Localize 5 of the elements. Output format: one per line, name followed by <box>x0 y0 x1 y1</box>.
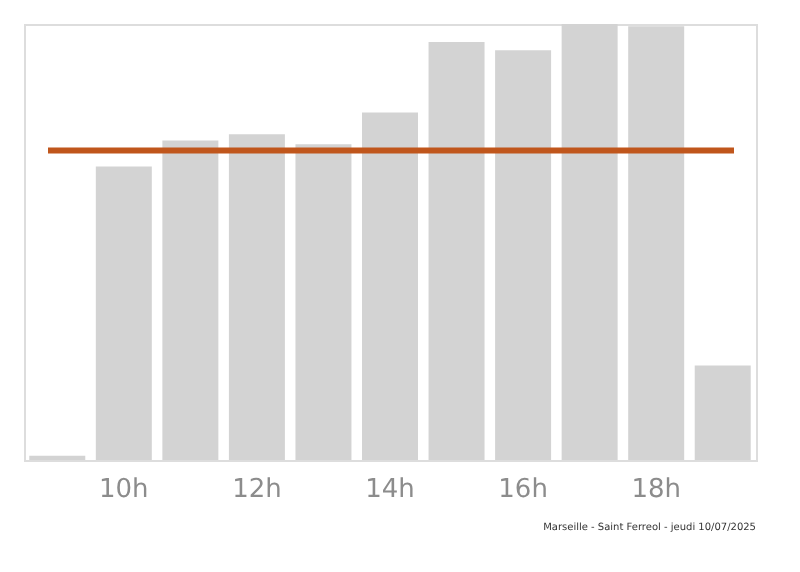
x-tick-label: 10h <box>99 475 149 505</box>
x-tick-label: 12h <box>232 475 282 505</box>
x-tick-label: 14h <box>365 475 415 505</box>
x-tick-label: 16h <box>498 475 548 505</box>
x-tick-label: 18h <box>631 475 681 505</box>
